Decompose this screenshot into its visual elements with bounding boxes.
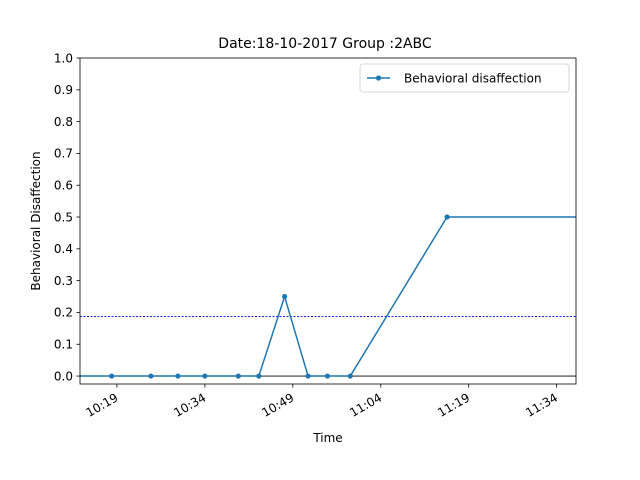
x-tick-label: 10:49 bbox=[259, 390, 296, 419]
y-tick-label: 0.7 bbox=[54, 147, 73, 161]
data-point bbox=[235, 373, 241, 379]
data-point bbox=[202, 373, 208, 379]
y-tick-label: 0.8 bbox=[54, 115, 73, 129]
legend-label: Behavioral disaffection bbox=[404, 71, 542, 85]
y-tick-label: 0.9 bbox=[54, 83, 73, 97]
plot-frame bbox=[79, 57, 577, 385]
data-point bbox=[444, 214, 450, 220]
data-point bbox=[324, 373, 331, 379]
data-point bbox=[175, 373, 181, 379]
data-point bbox=[581, 214, 586, 219]
y-tick-label: 1.0 bbox=[54, 51, 73, 65]
y-tick-label: 0.1 bbox=[54, 338, 73, 352]
y-tick-label: 0.5 bbox=[54, 210, 73, 224]
y-tick-label: 0.0 bbox=[54, 369, 73, 383]
x-tick-label: 11:34 bbox=[523, 390, 560, 419]
data-point bbox=[282, 293, 288, 300]
plot-area: 0.0 0.1 0.2 0.3 0.4 0.5 0.6 0.7 0.8 0.9 1.0 10:19 10… bbox=[54, 51, 586, 420]
data-point bbox=[256, 373, 262, 379]
y-tick-label: 0.3 bbox=[54, 274, 73, 288]
x-tick-label: 10:19 bbox=[83, 390, 120, 419]
x-tick-label: 11:19 bbox=[435, 390, 472, 419]
legend: Behavioral disaffection bbox=[359, 63, 570, 93]
series-group bbox=[80, 214, 586, 379]
data-point bbox=[148, 373, 154, 379]
y-tick-label: 0.2 bbox=[54, 306, 73, 320]
x-tick-label: 11:04 bbox=[347, 390, 384, 419]
x-tick-label: 10:34 bbox=[171, 390, 208, 419]
y-tick-label: 0.4 bbox=[54, 242, 73, 256]
y-tick-label: 0.6 bbox=[54, 179, 73, 193]
legend-box bbox=[359, 63, 570, 93]
data-point bbox=[347, 373, 353, 379]
chart-title: Date:18-10-2017 Group :2ABC bbox=[218, 36, 432, 52]
x-axis-title: Time bbox=[312, 431, 342, 445]
legend-swatch-marker bbox=[375, 75, 382, 81]
data-point bbox=[109, 373, 115, 379]
y-axis-title: Behavioral Disaffection bbox=[29, 151, 43, 290]
plot-background bbox=[80, 58, 576, 384]
data-point bbox=[305, 373, 311, 379]
